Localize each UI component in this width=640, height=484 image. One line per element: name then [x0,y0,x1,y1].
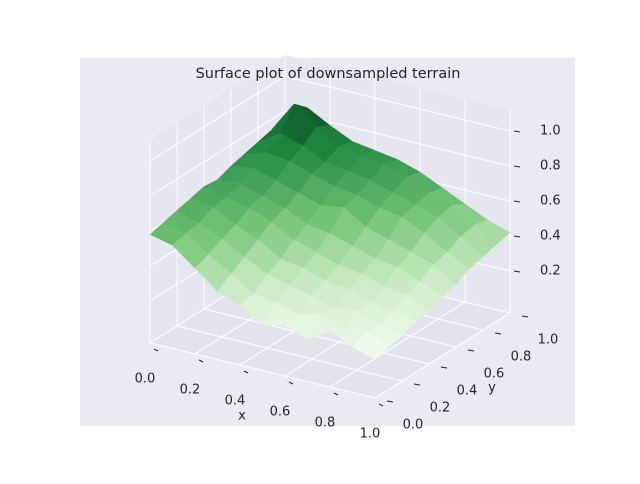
grid-line [374,312,511,399]
x-tick [378,403,384,407]
surface-patch [352,332,389,360]
x-tick [153,348,159,352]
y-tick-label: 0.0 [403,418,424,433]
x-tick [198,359,204,363]
y-tick-label: 0.8 [511,350,532,365]
z-tick-label: 1.0 [540,124,561,139]
z-tick [513,130,521,133]
x-tick-label: 0.2 [180,383,201,398]
z-tick-label: 0.8 [540,159,561,174]
grid-line [149,342,376,399]
y-tick [440,366,448,369]
grid-line [176,325,403,382]
x-tick-label: 0.8 [315,416,336,431]
x-tick [288,381,294,385]
y-tick-label: 0.2 [430,401,451,416]
y-tick-label: 0.6 [484,367,505,382]
z-tick-label: 0.4 [540,229,561,244]
x-tick-label: 0.6 [270,405,291,420]
grid-line [329,301,466,388]
grid-line [149,110,286,197]
z-tick-label: 0.2 [540,264,561,279]
grid-line [149,75,286,162]
grid-line [284,75,511,132]
z-tick [513,270,521,273]
z-tick-label: 0.6 [540,194,561,209]
z-tick [513,165,521,168]
z-tick [513,200,521,203]
x-tick-label: 0.4 [225,394,246,409]
y-tick [386,400,394,403]
z-tick [513,235,521,238]
chart-title: Surface plot of downsampled terrain [196,66,461,82]
y-tick [494,332,502,335]
y-tick [467,349,475,352]
y-tick-label: 0.4 [457,384,478,399]
y-tick-label: 1.0 [538,333,559,348]
x-tick-label: 0.0 [135,372,156,387]
surface [149,103,511,360]
x-tick-label: 1.0 [360,427,381,442]
y-tick [521,315,529,318]
grid-line [203,308,430,365]
y-tick [413,383,421,386]
x-tick [333,392,339,396]
x-axis-label: x [238,409,246,424]
x-tick [243,370,249,374]
y-axis-label: y [488,381,496,396]
